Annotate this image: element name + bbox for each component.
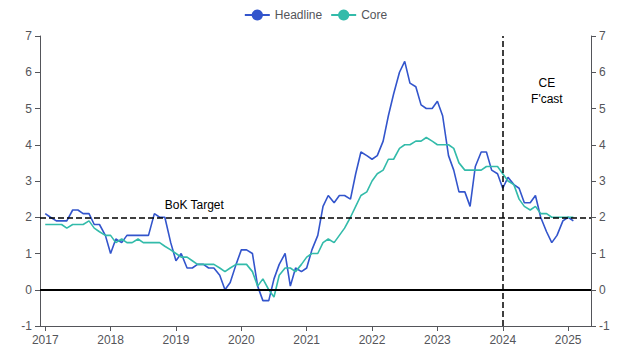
svg-text:2022: 2022 [359,333,386,347]
svg-text:2: 2 [25,210,32,224]
svg-text:2: 2 [599,210,606,224]
svg-text:2018: 2018 [97,333,124,347]
svg-text:2023: 2023 [424,333,451,347]
svg-text:CE: CE [539,76,556,90]
svg-text:-1: -1 [21,319,32,333]
svg-text:6: 6 [25,65,32,79]
svg-text:4: 4 [25,138,32,152]
svg-text:2017: 2017 [32,333,59,347]
svg-text:7: 7 [25,29,32,43]
svg-text:4: 4 [599,138,606,152]
svg-text:3: 3 [25,174,32,188]
svg-text:1: 1 [25,247,32,261]
svg-text:2024: 2024 [489,333,516,347]
svg-text:5: 5 [25,102,32,116]
svg-text:1: 1 [599,247,606,261]
svg-text:0: 0 [599,283,606,297]
svg-text:0: 0 [25,283,32,297]
svg-text:F'cast: F'cast [531,92,563,106]
svg-text:2025: 2025 [555,333,582,347]
svg-text:Core: Core [361,8,387,22]
svg-text:BoK Target: BoK Target [165,198,225,212]
svg-text:5: 5 [599,102,606,116]
svg-text:2020: 2020 [228,333,255,347]
svg-text:3: 3 [599,174,606,188]
svg-text:Headline: Headline [275,8,323,22]
svg-text:7: 7 [599,29,606,43]
svg-text:2021: 2021 [293,333,320,347]
svg-text:-1: -1 [599,319,610,333]
svg-text:6: 6 [599,65,606,79]
svg-text:2019: 2019 [163,333,190,347]
